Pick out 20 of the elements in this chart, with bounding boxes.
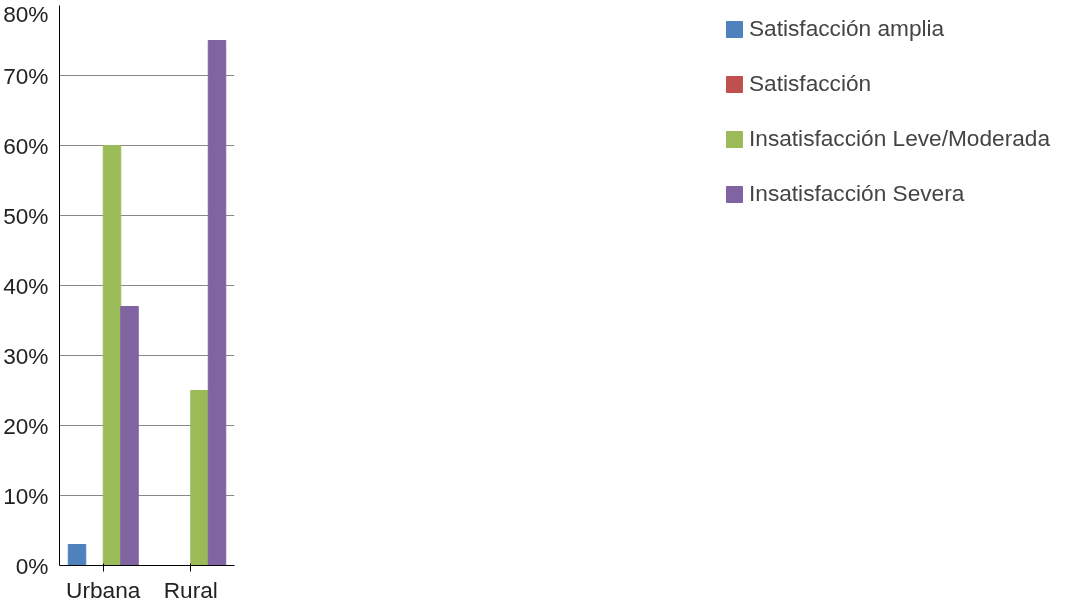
bar: [207, 40, 227, 566]
legend-label: Insatisfacción Severa: [748, 180, 965, 207]
y-tick-label: 10%: [3, 482, 49, 509]
y-tick-label: 30%: [3, 342, 49, 369]
y-tick-label: 0%: [15, 552, 49, 579]
bar: [120, 306, 139, 566]
legend-label: Insatisfacción Leve/Moderada: [748, 125, 1050, 152]
bar: [102, 145, 122, 566]
legend-label: Satisfacción amplia: [748, 15, 945, 42]
bar: [190, 390, 209, 566]
bar: [67, 544, 87, 566]
y-tick-label: 50%: [3, 202, 49, 229]
x-tick-label: Rural: [163, 576, 218, 603]
y-tick-label: 80%: [3, 0, 49, 27]
y-tick-label: 60%: [3, 132, 49, 159]
legend-label: Satisfacción: [748, 70, 872, 97]
y-tick-label: 70%: [3, 62, 49, 89]
y-tick-label: 20%: [3, 412, 49, 439]
y-tick-label: 40%: [3, 272, 49, 299]
x-tick-label: Urbana: [66, 576, 141, 603]
